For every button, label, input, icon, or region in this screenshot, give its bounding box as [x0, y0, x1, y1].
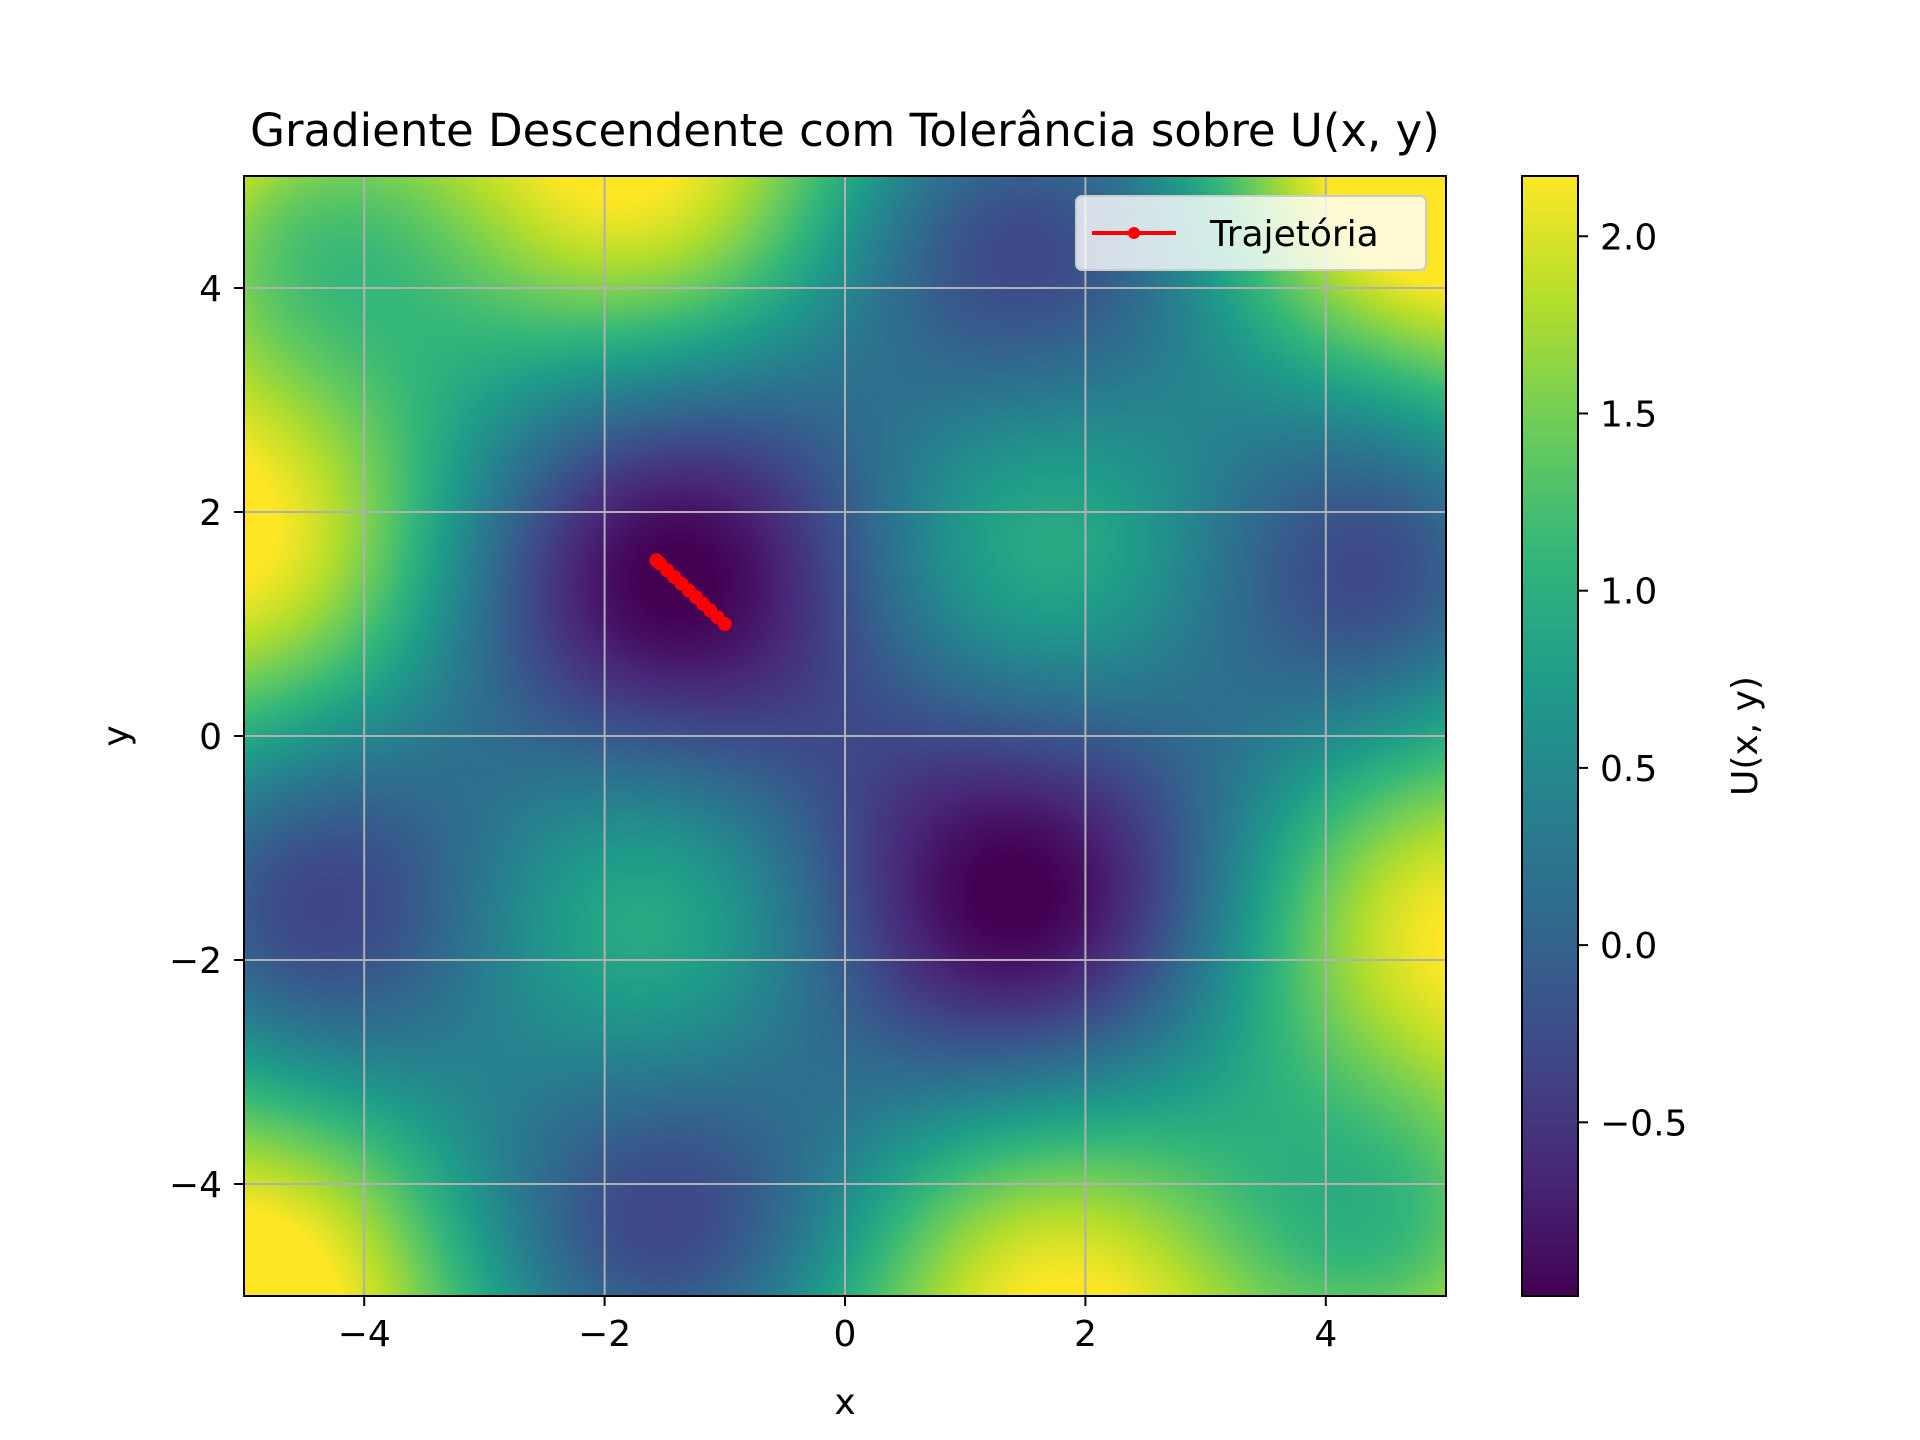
- y-tick-label: −2: [169, 941, 222, 982]
- colorbar-gradient: [1522, 176, 1578, 1296]
- colorbar-tick-label: −0.5: [1600, 1103, 1687, 1144]
- legend-box: [1075, 195, 1427, 271]
- x-axis-label: x: [834, 1382, 855, 1423]
- colorbar: −0.5 0.0 0.5 1.0 1.5 2.0 U(x, y): [1521, 175, 1766, 1297]
- x-tick-label: 4: [1314, 1314, 1337, 1355]
- trajectory-point: [649, 553, 664, 568]
- y-tick-label: 0: [199, 717, 222, 758]
- y-axis: −4 −2 0 2 4: [169, 269, 244, 1206]
- series-trajetoria: [649, 553, 732, 631]
- y-tick-label: 2: [199, 493, 222, 534]
- colorbar-tick-label: 1.0: [1600, 572, 1657, 613]
- grid: [244, 176, 1446, 1296]
- colorbar-label: U(x, y): [1725, 676, 1766, 796]
- x-axis: −4 −2 0 2 4: [338, 1296, 1337, 1355]
- colorbar-tick-label: 0.5: [1600, 749, 1657, 790]
- colorbar-tick-label: 1.5: [1600, 394, 1657, 435]
- chart-title: Gradiente Descendente com Tolerância sob…: [250, 104, 1440, 157]
- colorbar-tick-label: 0.0: [1600, 926, 1657, 967]
- x-tick-label: −2: [578, 1314, 631, 1355]
- x-tick-label: 0: [834, 1314, 857, 1355]
- y-tick-label: −4: [169, 1165, 222, 1206]
- colorbar-ticks: −0.5 0.0 0.5 1.0 1.5 2.0: [1578, 217, 1687, 1144]
- colorbar-frame: [1521, 175, 1579, 1297]
- legend-label-trajetoria: Trajetória: [1209, 214, 1379, 255]
- legend-marker-trajetoria: [1128, 227, 1140, 239]
- x-tick-label: 2: [1074, 1314, 1097, 1355]
- x-tick-label: −4: [338, 1314, 391, 1355]
- colorbar-tick-label: 2.0: [1600, 217, 1657, 258]
- y-tick-label: 4: [199, 269, 222, 310]
- legend: Trajetória: [1075, 195, 1427, 271]
- y-axis-label: y: [96, 725, 137, 746]
